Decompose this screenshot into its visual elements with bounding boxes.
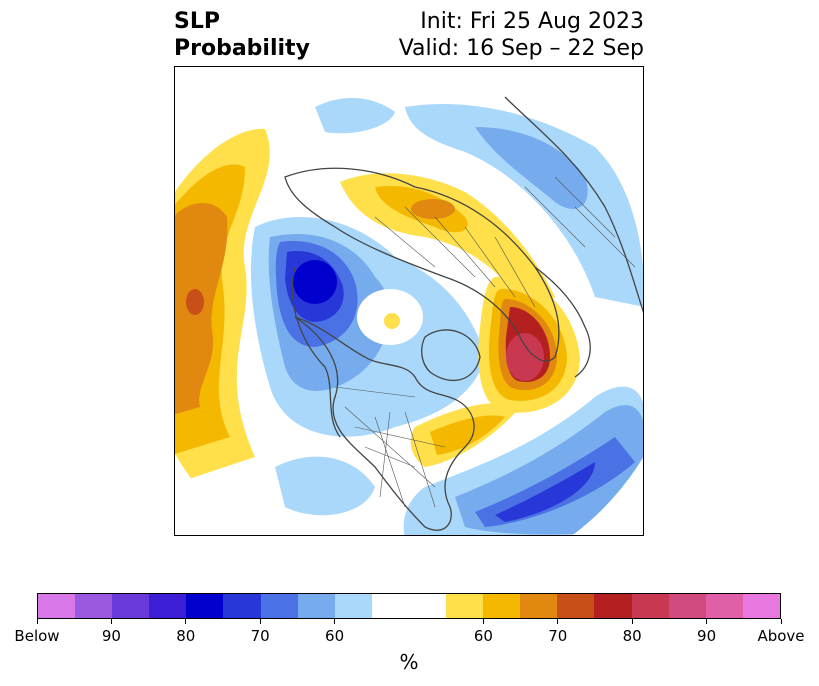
colorbar-segment — [557, 594, 595, 618]
colorbar-segment — [223, 594, 261, 618]
colorbar-segment — [742, 594, 780, 618]
colorbar-segment — [631, 594, 669, 618]
colorbar-tick-label: 60 — [473, 627, 493, 645]
west-coast — [291, 266, 341, 438]
colorbar-segment — [112, 594, 150, 618]
colorbar-segment — [483, 594, 521, 618]
north-america-outline — [294, 316, 475, 531]
title-slp: SLP — [174, 9, 220, 34]
colorbar-tick-label: 70 — [548, 627, 568, 645]
colorbar-segment — [446, 594, 484, 618]
colorbar-segment — [297, 594, 335, 618]
colorbar-segment — [594, 594, 632, 618]
coastlines — [284, 96, 643, 531]
valid-range: Valid: 16 Sep – 22 Sep — [398, 36, 644, 61]
colorbar-segment — [334, 594, 372, 618]
colorbar-tick-label: 90 — [697, 627, 717, 645]
colorbar-segment — [260, 594, 298, 618]
colorbar-tick-label: Above — [757, 627, 805, 645]
shade-atl-85 — [506, 333, 544, 381]
shade-eur-70 — [411, 199, 455, 219]
colorbar-tick-label: 60 — [325, 627, 345, 645]
colorbar-segment — [705, 594, 743, 618]
shade-gulf-60 — [275, 456, 375, 516]
asia-coast — [504, 96, 643, 313]
colorbar-label: % — [399, 650, 419, 674]
shade-arcsea-60 — [315, 97, 395, 134]
shade-asia-65 — [475, 127, 588, 209]
colorbar-tick-label: 80 — [622, 627, 642, 645]
probability-map — [175, 96, 643, 535]
shade-pole-60 — [384, 313, 400, 329]
colorbar-tick-mark — [631, 619, 633, 624]
map-panel — [174, 66, 644, 536]
shade-arc-80 — [293, 260, 337, 304]
map-title-left: SLP Probability — [174, 8, 310, 62]
colorbar-tick-mark — [557, 619, 559, 624]
colorbar-tick-mark — [36, 619, 38, 624]
colorbar-tick-label: 70 — [250, 627, 270, 645]
shade-pac-75 — [186, 289, 204, 315]
colorbar — [37, 593, 781, 619]
colorbar-segment — [186, 594, 224, 618]
colorbar-tick-mark — [482, 619, 484, 624]
colorbar-tick-label: 90 — [101, 627, 121, 645]
colorbar-tick-mark — [185, 619, 187, 624]
state-borders — [334, 386, 446, 508]
shade-natl-70 — [475, 437, 635, 527]
title-probability: Probability — [174, 36, 310, 61]
colorbar-segment — [38, 594, 76, 618]
init-date: Init: Fri 25 Aug 2023 — [420, 9, 644, 34]
colorbar-tick-mark — [259, 619, 261, 624]
europe-coast — [534, 266, 591, 378]
borders — [334, 176, 636, 508]
map-title-right: Init: Fri 25 Aug 2023 Valid: 16 Sep – 22… — [399, 8, 644, 62]
colorbar-tick-mark — [334, 619, 336, 624]
colorbar-segment — [520, 594, 558, 618]
colorbar-segment — [149, 594, 187, 618]
colorbar-segment — [371, 594, 447, 618]
country-borders — [374, 176, 636, 308]
greenland-outline — [421, 329, 481, 381]
shade-natl-75 — [495, 462, 595, 522]
shading-layer — [175, 97, 643, 535]
colorbar-tick-mark — [110, 619, 112, 624]
colorbar-segment — [75, 594, 113, 618]
eurasia-outline — [284, 167, 560, 362]
shade-asia-60 — [405, 103, 643, 307]
colorbar-tick-mark — [780, 619, 782, 624]
colorbar-tick-label: Below — [14, 627, 60, 645]
colorbar-tick-mark — [706, 619, 708, 624]
colorbar-segment — [668, 594, 706, 618]
shade-east-us-65 — [430, 415, 505, 455]
colorbar-tick-label: 80 — [176, 627, 196, 645]
